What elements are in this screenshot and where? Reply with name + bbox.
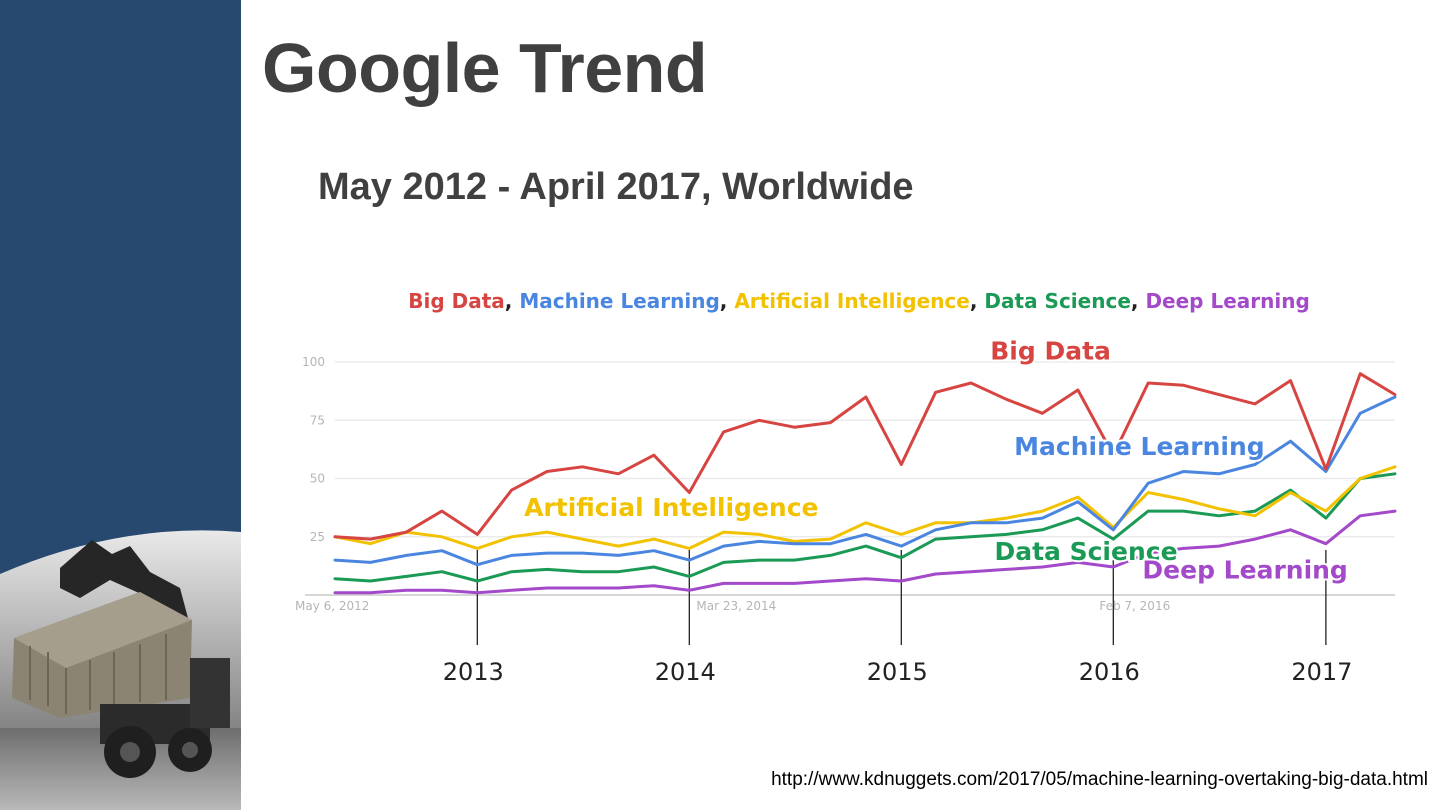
series-line-machine-learning	[333, 395, 1397, 567]
annotation-big-data: Big Data	[990, 337, 1111, 366]
y-tick-label: 100	[302, 355, 325, 369]
annotation-data-science: Data Science	[994, 537, 1177, 566]
slide-title: Google Trend	[262, 29, 708, 107]
slide-subtitle: May 2012 - April 2017, Worldwide	[318, 166, 914, 208]
series-line-big-data	[333, 372, 1397, 541]
chart-ticks: 25 50 75 100 May 6, 2012 Mar 23, 2014 Feb 7, 2…	[295, 355, 1170, 613]
annotation-deep-learning: Deep Learning	[1142, 556, 1347, 585]
chart-lines	[333, 372, 1397, 595]
chart-grid	[305, 361, 1395, 596]
legend-item-deep-learning: Deep Learning	[1145, 289, 1309, 313]
series-line-deep-learning	[333, 509, 1397, 595]
legend-item-big-data: Big Data	[408, 289, 505, 313]
legend-separator: ,	[1131, 289, 1146, 313]
legend-separator: ,	[970, 289, 985, 313]
year-marker-label: 2014	[655, 658, 716, 686]
y-tick-label: 50	[310, 472, 325, 486]
y-tick-label: 75	[310, 413, 325, 427]
series-line-artificial-intelligence	[333, 465, 1397, 550]
annotation-machine-learning: Machine Learning	[1014, 432, 1265, 461]
year-marker-label: 2017	[1291, 658, 1352, 686]
series-line-data-science	[333, 472, 1397, 583]
chart-annotations: Big Data Machine Learning Artificial Intel…	[522, 335, 1350, 587]
container-handler-photo	[0, 528, 241, 810]
year-marker-label: 2016	[1079, 658, 1140, 686]
x-tick-label: May 6, 2012	[295, 599, 369, 613]
year-marker-label: 2013	[443, 658, 504, 686]
y-tick-label: 25	[310, 530, 325, 544]
source-url[interactable]: http://www.kdnuggets.com/2017/05/machine…	[771, 769, 1428, 790]
trend-chart: Big Data, Machine Learning, Artificial I…	[295, 289, 1397, 686]
x-tick-label: Mar 23, 2014	[696, 599, 776, 613]
chart-legend: Big Data, Machine Learning, Artificial I…	[408, 289, 1310, 313]
legend-separator: ,	[505, 289, 520, 313]
legend-item-data-science: Data Science	[984, 289, 1130, 313]
legend-text: Big Data, Machine Learning, Artificial I…	[408, 289, 1310, 313]
year-marker-label: 2015	[867, 658, 928, 686]
x-tick-label: Feb 7, 2016	[1099, 599, 1170, 613]
photo-illustration	[0, 530, 241, 810]
legend-separator: ,	[720, 289, 735, 313]
annotation-artificial-intelligence: Artificial Intelligence	[524, 493, 818, 522]
legend-item-artificial-intelligence: Artificial Intelligence	[734, 289, 970, 313]
legend-item-machine-learning: Machine Learning	[519, 289, 719, 313]
